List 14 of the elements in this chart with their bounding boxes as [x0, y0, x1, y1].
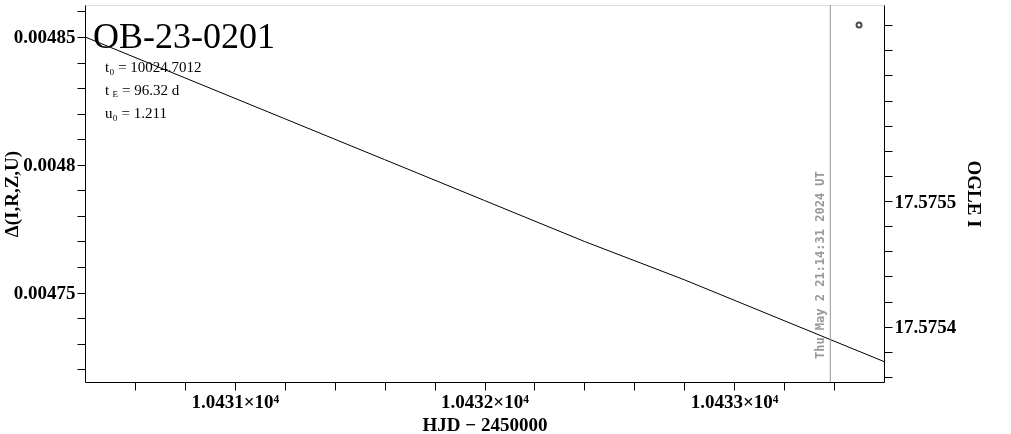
x-tick-label: 1.0432×10⁴: [441, 390, 530, 412]
y-tick-label: 0.00485: [13, 26, 76, 48]
y2-axis-title: OGLE I: [964, 160, 986, 228]
x-tick-label: 1.0431×10⁴: [191, 390, 280, 412]
chart-title: OB-23-0201: [93, 16, 275, 56]
y2-tick-label: 17.5755: [894, 190, 957, 212]
x-tick-label: 1.0433×10⁴: [690, 390, 779, 412]
y2-tick-label: 17.5754: [894, 316, 957, 338]
y-tick-label: 0.00475: [13, 282, 76, 304]
annotation: Thu May 2 21:14:31 2024 UT: [813, 171, 828, 360]
y-axis-title: Δ(I,R,Z,U): [0, 150, 23, 238]
x-axis-title: HJD − 2450000: [422, 413, 548, 434]
y-tick-label: 0.0048: [23, 154, 76, 176]
annotation: u₀ = 1.211: [105, 105, 167, 121]
